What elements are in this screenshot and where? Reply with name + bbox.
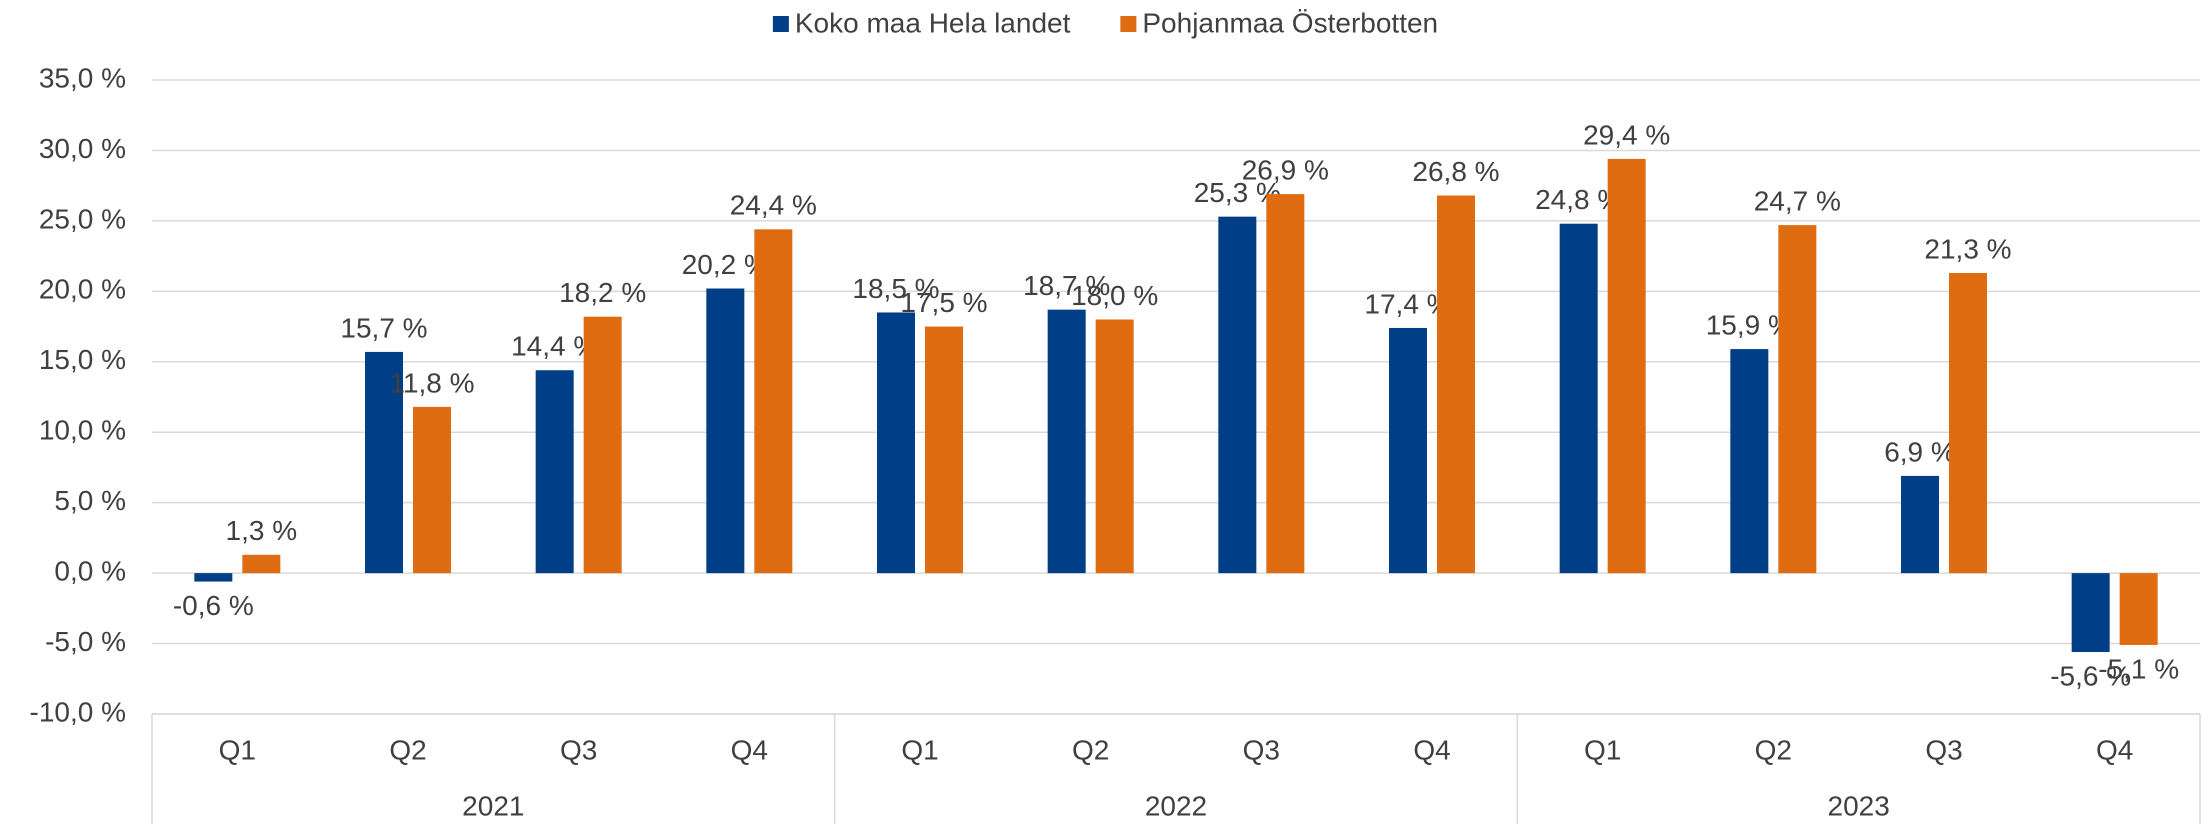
legend-swatch: [1120, 16, 1137, 32]
data-label: 26,8 %: [1412, 156, 1499, 187]
data-label: 18,5 %: [852, 273, 939, 304]
data-label: -0,6 %: [173, 590, 254, 621]
x-tick-label: Q3: [1243, 734, 1280, 765]
x-tick-label: Q2: [1755, 734, 1792, 765]
y-tick-label: -10,0 %: [30, 696, 127, 727]
x-tick-label: Q2: [389, 734, 426, 765]
data-label: 18,0 %: [1071, 280, 1158, 311]
bar: [1949, 273, 1987, 574]
bar: [365, 351, 403, 574]
data-label: 21,3 %: [1924, 233, 2011, 264]
bar: [1730, 349, 1769, 574]
data-label: 24,7 %: [1754, 186, 1841, 217]
bar: [583, 316, 622, 574]
bar: [706, 288, 745, 574]
bar: [1095, 319, 1134, 574]
data-label: 1,3 %: [226, 515, 298, 546]
bar: [1607, 158, 1646, 574]
bar: [535, 370, 574, 574]
data-label: 17,5 %: [900, 287, 987, 318]
legend-item: Pohjanmaa Österbotten: [1120, 7, 1438, 38]
legend-item: Koko maa Hela landet: [772, 7, 1071, 38]
x-tick-label: Q4: [2096, 734, 2133, 765]
legend-swatch: [772, 16, 789, 32]
x-tick-label: Q1: [901, 734, 938, 765]
group-label: 2022: [1145, 790, 1207, 821]
data-label: 26,9 %: [1242, 155, 1329, 186]
bar: [877, 312, 915, 574]
data-label: 24,4 %: [730, 190, 817, 221]
y-tick-label: 15,0 %: [39, 344, 126, 375]
bar: [1778, 225, 1817, 574]
x-tick-label: Q1: [219, 734, 256, 765]
x-tick-label: Q2: [1072, 734, 1109, 765]
y-tick-label: 25,0 %: [39, 203, 126, 234]
legend-label: Koko maa Hela landet: [795, 7, 1071, 38]
y-tick-label: 10,0 %: [39, 415, 126, 446]
y-tick-label: 0,0 %: [54, 556, 126, 587]
bar: [925, 326, 963, 574]
data-label: 15,7 %: [340, 312, 427, 343]
x-tick-label: Q3: [1925, 734, 1962, 765]
y-tick-label: -5,0 %: [45, 626, 126, 657]
x-tick-label: Q4: [1413, 734, 1450, 765]
data-label: 6,9 %: [1884, 436, 1956, 467]
bar: [1437, 195, 1475, 574]
bar: [2071, 573, 2110, 653]
x-tick-label: Q4: [731, 734, 768, 765]
data-label: -5,1 %: [2098, 653, 2179, 684]
x-tick-label: Q1: [1584, 734, 1621, 765]
data-label: -5,6 %: [2050, 660, 2131, 691]
data-label: 18,7 %: [1023, 270, 1110, 301]
data-label: 18,2 %: [559, 277, 646, 308]
y-tick-label: 20,0 %: [39, 274, 126, 305]
bar: [1901, 475, 1939, 574]
y-tick-label: 30,0 %: [39, 133, 126, 164]
data-label: 11,8 %: [389, 367, 474, 398]
y-tick-label: 5,0 %: [54, 485, 126, 516]
bar: [1559, 223, 1598, 574]
bar: [754, 229, 793, 574]
bar: [1389, 327, 1427, 574]
bar: [242, 554, 281, 574]
legend-label: Pohjanmaa Österbotten: [1142, 7, 1438, 38]
bar: [194, 573, 233, 582]
bar: [413, 406, 451, 574]
bar: [1047, 309, 1086, 574]
y-tick-label: 35,0 %: [39, 62, 126, 93]
group-label: 2023: [1828, 790, 1890, 821]
group-label: 2021: [462, 790, 524, 821]
bar: [1218, 216, 1257, 574]
data-label: 29,4 %: [1583, 119, 1670, 150]
x-tick-label: Q3: [560, 734, 597, 765]
bar: [1266, 194, 1305, 574]
bar: [2119, 573, 2158, 645]
